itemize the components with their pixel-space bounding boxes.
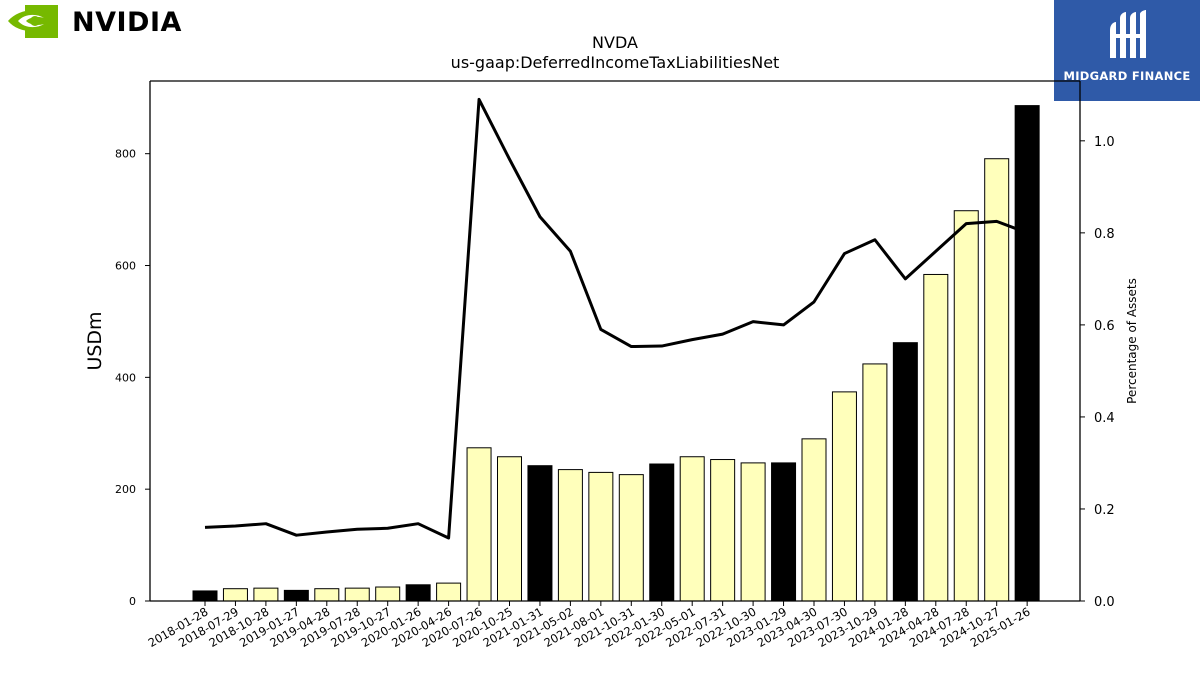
bar-2019-07-28: [344, 587, 370, 602]
bar-2022-10-30: [740, 462, 766, 602]
bar-2020-10-25: [497, 456, 522, 602]
bar-2018-10-28: [253, 587, 279, 602]
y-tick-label-left: 600: [115, 260, 136, 273]
bar-2023-10-29: [862, 363, 888, 602]
pct-of-assets-line: [204, 97, 1028, 540]
y-tick-label-right: 0.4: [1094, 411, 1115, 426]
chart-title: NVDA: [592, 33, 638, 52]
y-tick-label-right: 0.0: [1094, 595, 1115, 610]
bar-2021-08-01: [588, 471, 614, 602]
bar-2019-01-27: [283, 589, 309, 602]
bar-2022-05-01: [679, 456, 705, 602]
bar-2019-04-28: [314, 588, 340, 602]
bar-2020-04-26: [436, 582, 462, 602]
bar-2021-01-31: [527, 465, 553, 602]
bar-2021-05-02: [557, 469, 583, 602]
y-axis-label-left: USDm: [84, 311, 106, 370]
midgard-finance-text: MIDGARD FINANCE: [1063, 69, 1191, 83]
bar-2024-04-28: [923, 273, 949, 602]
y-axis-label-right: Percentage of Assets: [1125, 278, 1139, 404]
bar-2020-07-26: [466, 447, 492, 602]
chart-subtitle: us-gaap:DeferredIncomeTaxLiabilitiesNet: [451, 53, 780, 72]
bar-2020-01-26: [405, 584, 431, 602]
bar-2023-07-30: [831, 391, 857, 602]
bar-2018-07-29: [222, 588, 248, 602]
bar-2024-01-28: [892, 342, 918, 602]
y-tick-label-left: 0: [129, 595, 136, 608]
y-tick-label-left: 400: [115, 371, 136, 384]
bar-2022-07-31: [710, 459, 736, 602]
bar-2025-01-26: [1014, 105, 1040, 602]
nvidia-logo: NVIDIA: [6, 4, 196, 42]
y-tick-label-right: 0.2: [1094, 503, 1115, 518]
y-tick-label-right: 0.6: [1094, 319, 1115, 334]
midgard-emblem-icon: [1110, 10, 1146, 58]
bar-2024-07-28: [953, 210, 979, 602]
y-tick-label-right: 0.8: [1094, 227, 1115, 242]
midgard-finance-logo: MIDGARD FINANCE: [1054, 0, 1200, 101]
bar-2022-01-30: [649, 463, 675, 602]
bar-2023-04-30: [801, 438, 827, 602]
bar-2018-01-28: [192, 590, 218, 602]
y-tick-label-left: 800: [115, 148, 136, 161]
y-tick-label-left: 200: [115, 483, 136, 496]
y-tick-label-right: 1.0: [1094, 135, 1115, 150]
bar-2021-10-31: [618, 474, 644, 602]
bar-2019-10-27: [375, 586, 401, 602]
nvidia-wordmark: NVIDIA: [72, 7, 182, 38]
nvidia-eye-icon: [8, 5, 58, 38]
bar-2023-01-29: [771, 462, 797, 602]
